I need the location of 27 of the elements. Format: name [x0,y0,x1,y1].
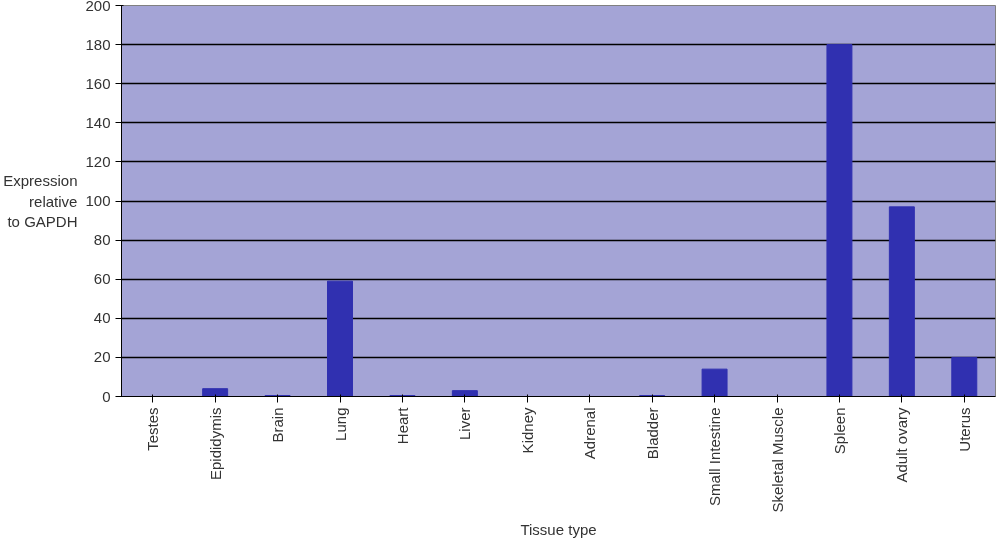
x-tick-label: Lung [331,407,349,441]
x-tick-label: Adult ovary [893,407,911,483]
x-tick-label: Uterus [955,407,973,452]
x-tick-label: Small Intestine [706,407,724,506]
y-tick-label: 20 [93,348,111,366]
y-tick-label: 100 [85,192,111,209]
y-tick-label: 80 [93,231,111,249]
y-tick-label: 180 [85,35,111,53]
x-tick-label: Heart [393,406,411,445]
x-tick-label: Brain [269,407,287,443]
y-tick-label: 140 [85,113,111,131]
y-tick-label: 40 [93,309,111,327]
x-axis-title: Tissue type [520,520,597,538]
y-tick-label: 200 [85,0,111,14]
x-tick-label: Adrenal [581,407,599,460]
y-tick-label: 60 [93,270,111,288]
y-axis-title: Expression relative to GAPDH [3,172,78,230]
y-tick-label: 0 [102,387,111,405]
x-tick-label: Liver [456,407,474,441]
y-tick-label: 160 [85,74,111,92]
x-tick-label: Skeletal Muscle [768,407,786,513]
x-tick-label: Bladder [643,407,661,460]
y-tick-label: 120 [85,152,111,170]
x-tick-label: Spleen [830,407,848,455]
x-tick-label: Kidney [518,407,536,454]
x-tick-label: Testes [144,407,162,451]
x-tick-label: Epididymis [206,407,224,481]
